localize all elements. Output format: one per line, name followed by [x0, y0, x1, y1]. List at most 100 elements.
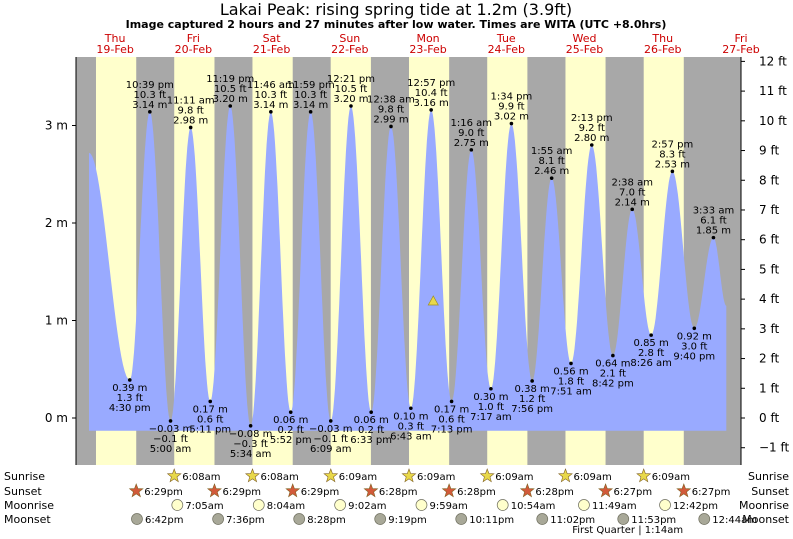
- high-tide-label: 10.5 ft: [335, 84, 368, 95]
- sunrise-icon: [166, 468, 182, 483]
- high-tide-label: 12:38 am: [367, 94, 415, 105]
- moonset-icon: [293, 513, 306, 525]
- sunset-time: 6:28pm: [457, 487, 496, 498]
- high-tide-label: 10.4 ft: [415, 88, 448, 99]
- extreme-dot: [349, 104, 353, 108]
- high-tide-label: 10.3 ft: [133, 90, 166, 101]
- high-tide-label: 11:59 pm: [287, 80, 335, 91]
- extreme-dot: [409, 406, 413, 411]
- right-tick-label: 8 ft: [759, 173, 779, 187]
- moonset-row-label-right: Moonset: [742, 513, 789, 526]
- low-tide-label: 6:33 pm: [350, 435, 392, 446]
- extreme-dot: [649, 333, 653, 337]
- left-tick-label: 3 m: [45, 119, 68, 133]
- sunset-time: 6:29pm: [301, 487, 340, 498]
- low-tide-label: 0.17 m: [434, 404, 469, 415]
- right-tick-label: 4 ft: [759, 292, 779, 306]
- low-tide-label: 1.2 ft: [519, 394, 545, 405]
- moonset-icon: [536, 513, 549, 525]
- sunset-icon: [519, 483, 535, 498]
- high-tide-label: 8.3 ft: [659, 149, 685, 160]
- low-tide-label: −0.1 ft: [153, 434, 188, 445]
- high-tide-label: 2.53 m: [655, 159, 690, 170]
- high-tide-label: 2.75 m: [454, 138, 489, 149]
- sunrise-icon: [323, 468, 339, 483]
- extreme-dot: [269, 110, 273, 114]
- extreme-dot: [389, 124, 393, 129]
- low-tide-label: 0.85 m: [634, 338, 669, 349]
- right-tick-label: 12 ft: [759, 54, 787, 68]
- low-tide-label: 2.1 ft: [600, 369, 626, 380]
- low-tide-label: 0.64 m: [595, 359, 630, 370]
- extreme-dot: [328, 419, 333, 423]
- low-tide-label: 1.0 ft: [478, 402, 504, 413]
- low-tide-label: 0.38 m: [515, 384, 550, 395]
- low-tide-label: 4:30 pm: [109, 403, 151, 414]
- moonrise-icon: [415, 499, 428, 511]
- sunrise-time: 6:09am: [417, 472, 455, 483]
- sunrise-row-label-right: Sunrise: [748, 470, 789, 483]
- high-tide-label: 3:33 am: [693, 206, 735, 217]
- moonrise-time: 10:54am: [511, 501, 556, 512]
- high-tide-label: 9.8 ft: [378, 104, 404, 115]
- moonset-time: 10:11pm: [469, 515, 514, 526]
- sunset-time: 6:27pm: [692, 487, 731, 498]
- high-tide-label: 10.3 ft: [254, 90, 287, 101]
- day-name: Thu: [104, 32, 126, 45]
- extreme-dot: [127, 378, 132, 382]
- high-tide-label: 3.20 m: [333, 94, 368, 105]
- high-tide-label: 2.98 m: [173, 115, 208, 126]
- extreme-dot: [630, 207, 635, 212]
- low-tide-label: 0.10 m: [393, 411, 428, 422]
- right-tick-label: 7 ft: [759, 203, 779, 217]
- extreme-dot: [469, 148, 474, 152]
- tide-curve: [89, 106, 727, 431]
- extreme-dot: [168, 419, 173, 423]
- high-tide-label: 3.14 m: [253, 100, 288, 111]
- high-tide-label: 2.14 m: [615, 197, 650, 208]
- low-tide-label: −0.3 ft: [233, 439, 268, 450]
- moonset-icon: [131, 513, 143, 525]
- day-date: 19-Feb: [96, 43, 133, 56]
- low-tide-label: 0.92 m: [677, 331, 712, 342]
- plot-area: [76, 57, 741, 465]
- sunset-row-label-left: Sunset: [4, 485, 42, 498]
- high-tide-label: 3.14 m: [132, 100, 167, 111]
- moonrise-time: 7:05am: [185, 501, 223, 512]
- sunrise-time: 6:09am: [339, 472, 377, 483]
- low-tide-label: 3.0 ft: [681, 341, 707, 352]
- low-tide-label: 8:26 am: [630, 358, 672, 369]
- low-tide-label: 7:13 pm: [431, 424, 473, 435]
- moonset-icon: [374, 513, 387, 525]
- extreme-dot: [549, 176, 554, 180]
- low-tide-label: 1.3 ft: [117, 393, 143, 404]
- moonset-icon: [212, 513, 224, 525]
- low-tide-label: 0.2 ft: [358, 425, 384, 436]
- high-tide-label: 1:55 am: [531, 146, 573, 157]
- day-labels: Thu19-FebFri20-FebSat21-FebSun22-FebMon2…: [96, 32, 759, 56]
- extreme-dot: [208, 399, 213, 404]
- low-tide-label: 5:00 am: [150, 444, 192, 455]
- moonrise-time: 8:04am: [267, 501, 305, 512]
- high-tide-label: 12:57 pm: [407, 78, 455, 89]
- day-date: 22-Feb: [331, 43, 368, 56]
- high-tide-label: 9.8 ft: [178, 105, 204, 116]
- high-tide-label: 2:57 pm: [652, 139, 694, 150]
- high-tide-label: 2.99 m: [373, 114, 408, 125]
- extreme-dot: [308, 110, 313, 114]
- sunset-time: 6:29pm: [222, 487, 261, 498]
- low-tide-label: 5:52 pm: [270, 435, 312, 446]
- sunset-icon: [363, 483, 379, 498]
- extreme-dot: [228, 104, 233, 108]
- moonrise-time: 9:59am: [429, 501, 467, 512]
- extreme-dot: [369, 410, 373, 414]
- sunrise-icon: [636, 468, 652, 483]
- day-name: Wed: [573, 32, 597, 45]
- high-tide-label: 10.3 ft: [294, 90, 327, 101]
- day-name: Fri: [734, 32, 747, 45]
- extreme-dot: [148, 110, 152, 114]
- low-tide-label: 0.17 m: [193, 404, 228, 415]
